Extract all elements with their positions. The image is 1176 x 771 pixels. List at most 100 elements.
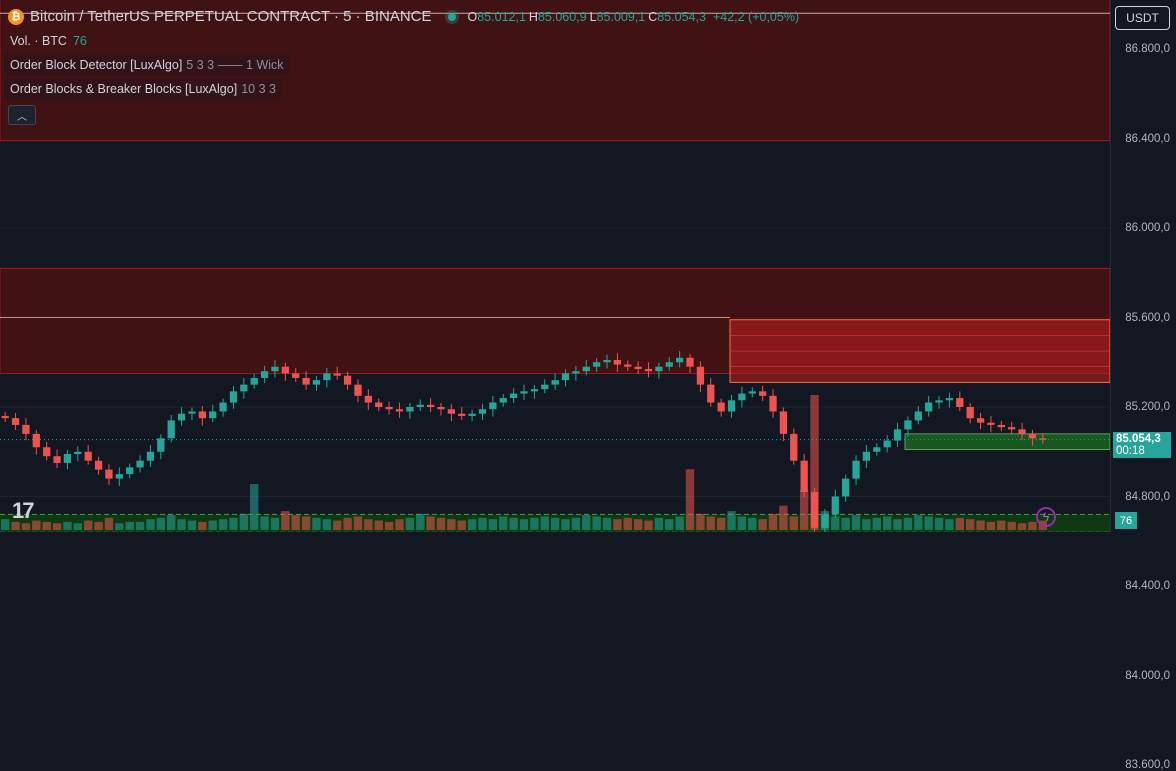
volume-bar [716,517,726,530]
price-change: +42,2 (+0,05%) [712,9,800,24]
candle-body [624,364,632,367]
volume-bar [457,520,466,530]
candle-body [852,460,860,479]
volume-bar [467,519,477,530]
volume-bar [416,513,425,530]
price-tick-label: 84.400,0 [1125,580,1170,592]
indicator-order-blocks-breaker-blocks[interactable]: Order Blocks & Breaker Blocks [LuxAlgo] 1… [4,79,282,99]
price-tick-label: 86.800,0 [1125,43,1170,55]
price-tick-label: 85.200,0 [1125,401,1170,413]
volume-bar [799,489,809,530]
volume-bar [872,517,881,530]
candle-body [292,373,300,378]
candle-body [209,411,217,419]
candle-body [634,366,642,369]
volume-bar [685,469,695,530]
candle-body [84,451,92,461]
current-price-value: 85.054,3 [1116,432,1161,445]
candle-body [395,409,404,412]
volume-bar [592,516,601,530]
volume-bar [893,519,902,530]
candle-body [63,453,72,463]
candle-body [416,404,424,407]
candle-body [821,514,829,528]
volume-legend[interactable]: Vol. · BTC 76 [10,34,87,48]
candle-body [696,366,705,385]
candle-body [935,400,943,403]
candle-body [945,398,954,401]
candle-body [437,407,445,410]
volume-bar [924,516,933,530]
volume-bar [1,519,10,530]
volume-bar [218,519,228,530]
currency-button[interactable]: USDT [1115,6,1170,30]
candlestick-chart[interactable] [0,0,1110,532]
candle-body [790,433,798,461]
candle-body [655,366,663,372]
tradingview-logo[interactable]: 17 [12,498,35,523]
volume-bar [104,517,114,530]
candle-body [343,375,352,385]
candle-body [738,393,746,401]
candle-body [53,456,61,463]
volume-bar [322,519,332,530]
volume-bar [156,517,166,530]
indicator-name: Order Blocks & Breaker Blocks [LuxAlgo] [10,82,238,96]
candle-body [707,384,715,403]
candle-body [468,413,476,416]
volume-bar [550,517,560,530]
volume-bar [758,519,767,530]
volume-bar [499,516,508,530]
symbol-header: ₿ Bitcoin / TetherUS PERPETUAL CONTRACT … [8,8,799,25]
candle-body [904,420,912,430]
candle-body [769,395,777,412]
volume-bar [436,517,446,530]
volume-bar [602,517,612,530]
indicator-order-block-detector[interactable]: Order Block Detector [LuxAlgo] 5 3 3 —— 1… [4,55,290,75]
indicator-name: Order Block Detector [LuxAlgo] [10,58,183,72]
bar-countdown: 00:18 [1116,444,1145,457]
candle-body [11,418,20,425]
volume-bar [1007,521,1016,530]
candle-body [1039,438,1047,440]
symbol-title[interactable]: Bitcoin / TetherUS PERPETUAL CONTRACT · … [30,8,432,25]
candle-body [862,451,871,461]
volume-bar [488,519,498,530]
candle-body [520,391,528,394]
candle-body [873,447,881,452]
volume-bar [63,521,72,530]
candle-body [499,398,507,403]
volume-bar [965,519,975,530]
volume-bar [851,515,861,530]
candle-body [229,391,238,403]
volume-bar [343,517,352,530]
indicator-params: 5 3 3 —— 1 Wick [186,58,284,72]
volume-bar [239,513,249,530]
volume-bar [934,517,944,530]
volume-bar [21,523,31,530]
volume-bar [229,517,238,530]
volume-bar [654,517,664,530]
volume-bar [146,519,155,530]
volume-bar [530,517,539,530]
candle-body [717,402,725,412]
chart-plot-area[interactable] [0,0,1110,532]
bearish-order-block-zone [0,0,1110,142]
volume-bar [696,513,705,530]
candle-body [323,373,331,381]
candle-body [385,407,393,410]
candle-body [759,391,767,396]
volume-bar [32,520,41,530]
candle-body [198,411,206,419]
volume-bar [945,519,954,530]
candle-body [644,368,653,372]
volume-bar [841,517,850,530]
collapse-legend-button[interactable]: ︿ [8,105,36,125]
candle-body [1018,429,1026,434]
candle-body [665,362,673,367]
ohlc-open: O85.012,1 [467,9,526,24]
volume-bar [177,519,186,530]
volume-bar [208,520,217,530]
volume-bar [187,520,197,530]
lightning-icon[interactable]: ϟ [1036,507,1056,527]
